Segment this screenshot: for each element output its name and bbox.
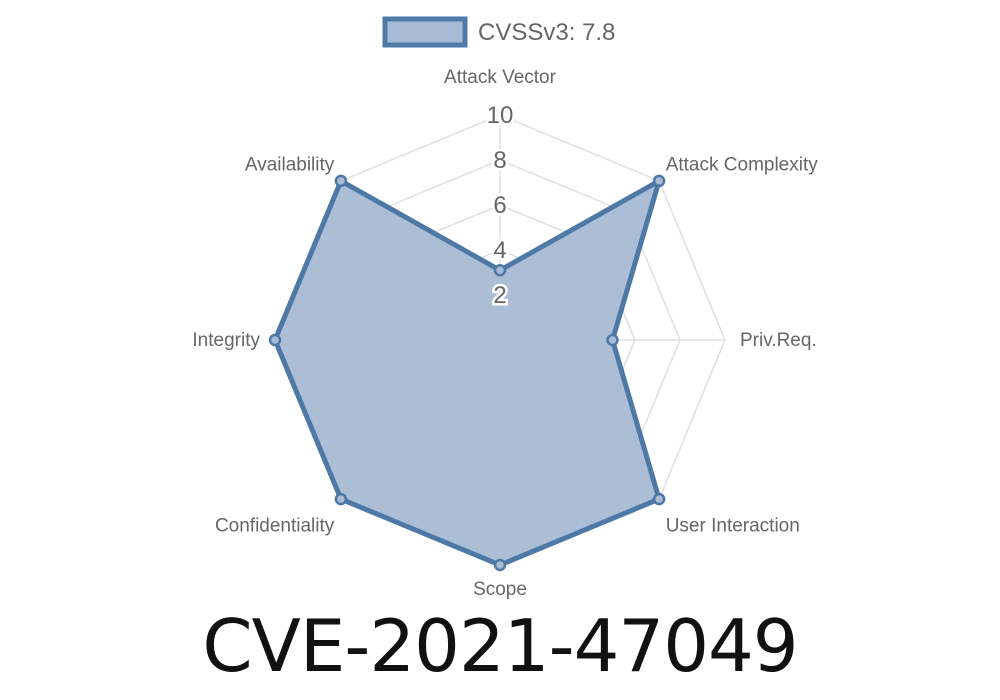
data-point [652, 492, 666, 506]
data-point [268, 333, 282, 347]
legend-label: CVSSv3: 7.8 [478, 19, 615, 46]
axis-label: Attack Vector [444, 67, 557, 88]
tick-label: 2 [493, 282, 506, 309]
axis-label: Integrity [192, 330, 260, 351]
data-point [334, 492, 348, 506]
axis-label: Confidentiality [215, 516, 335, 537]
axis-label: Attack Complexity [666, 154, 819, 175]
data-point [493, 558, 507, 572]
data-area [272, 175, 664, 568]
axis-label: Scope [473, 579, 527, 600]
tick-label: 8 [493, 147, 506, 174]
tick-label: 4 [493, 237, 506, 264]
axis-label: User Interaction [666, 516, 800, 537]
cve-id-title: CVE-2021-47049 [202, 604, 798, 688]
axis-label: Availability [245, 154, 335, 175]
data-point [334, 174, 348, 188]
legend-swatch [382, 16, 468, 48]
tick-label: 10 [487, 102, 514, 129]
axis-label: Priv.Req. [740, 330, 817, 351]
data-point [606, 333, 619, 347]
data-point [652, 174, 666, 188]
tick-label: 6 [493, 192, 506, 219]
data-point [493, 264, 507, 277]
